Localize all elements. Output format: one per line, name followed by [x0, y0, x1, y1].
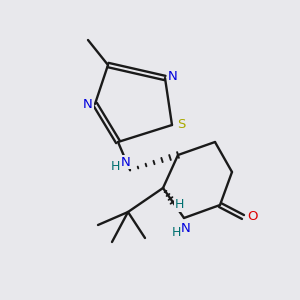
Text: S: S [177, 118, 185, 131]
Text: N: N [83, 98, 93, 110]
Text: H: H [174, 199, 184, 212]
Text: H: H [110, 160, 120, 172]
Text: O: O [247, 211, 257, 224]
Text: H: H [171, 226, 181, 239]
Text: N: N [121, 155, 131, 169]
Text: N: N [168, 70, 178, 83]
Text: N: N [181, 221, 191, 235]
